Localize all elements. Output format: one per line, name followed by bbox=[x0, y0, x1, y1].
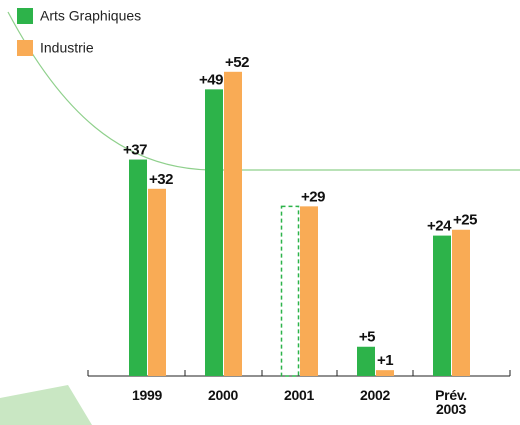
bar bbox=[205, 89, 223, 376]
decor-curve bbox=[7, 11, 520, 171]
value-label: +25 bbox=[453, 212, 477, 229]
decor-shape bbox=[0, 385, 92, 425]
value-label: +5 bbox=[359, 329, 375, 346]
value-label: +37 bbox=[123, 142, 147, 159]
x-tick-label: 1999 bbox=[132, 387, 162, 403]
bar bbox=[129, 159, 147, 376]
x-tick-label: Prév. 2003 bbox=[435, 387, 467, 417]
legend-label: Industrie bbox=[40, 40, 94, 56]
bar bbox=[433, 235, 451, 376]
bar bbox=[300, 206, 318, 376]
value-label: +49 bbox=[199, 71, 223, 88]
bar bbox=[224, 71, 242, 377]
legend-label: Arts Graphiques bbox=[40, 8, 141, 24]
value-label: +1 bbox=[377, 352, 393, 369]
x-tick-label: 2000 bbox=[208, 387, 238, 403]
x-tick-label: 2001 bbox=[284, 387, 314, 403]
value-label: +32 bbox=[149, 171, 173, 188]
bar bbox=[280, 205, 300, 377]
bar bbox=[357, 346, 375, 376]
legend-swatch bbox=[17, 40, 33, 56]
bar bbox=[148, 188, 166, 376]
value-label: +24 bbox=[427, 218, 452, 235]
bar bbox=[452, 229, 470, 376]
x-tick-label: 2002 bbox=[360, 387, 390, 403]
bar bbox=[376, 370, 394, 376]
legend-swatch bbox=[17, 8, 33, 24]
value-label: +29 bbox=[301, 188, 325, 205]
value-label: +52 bbox=[225, 54, 249, 71]
